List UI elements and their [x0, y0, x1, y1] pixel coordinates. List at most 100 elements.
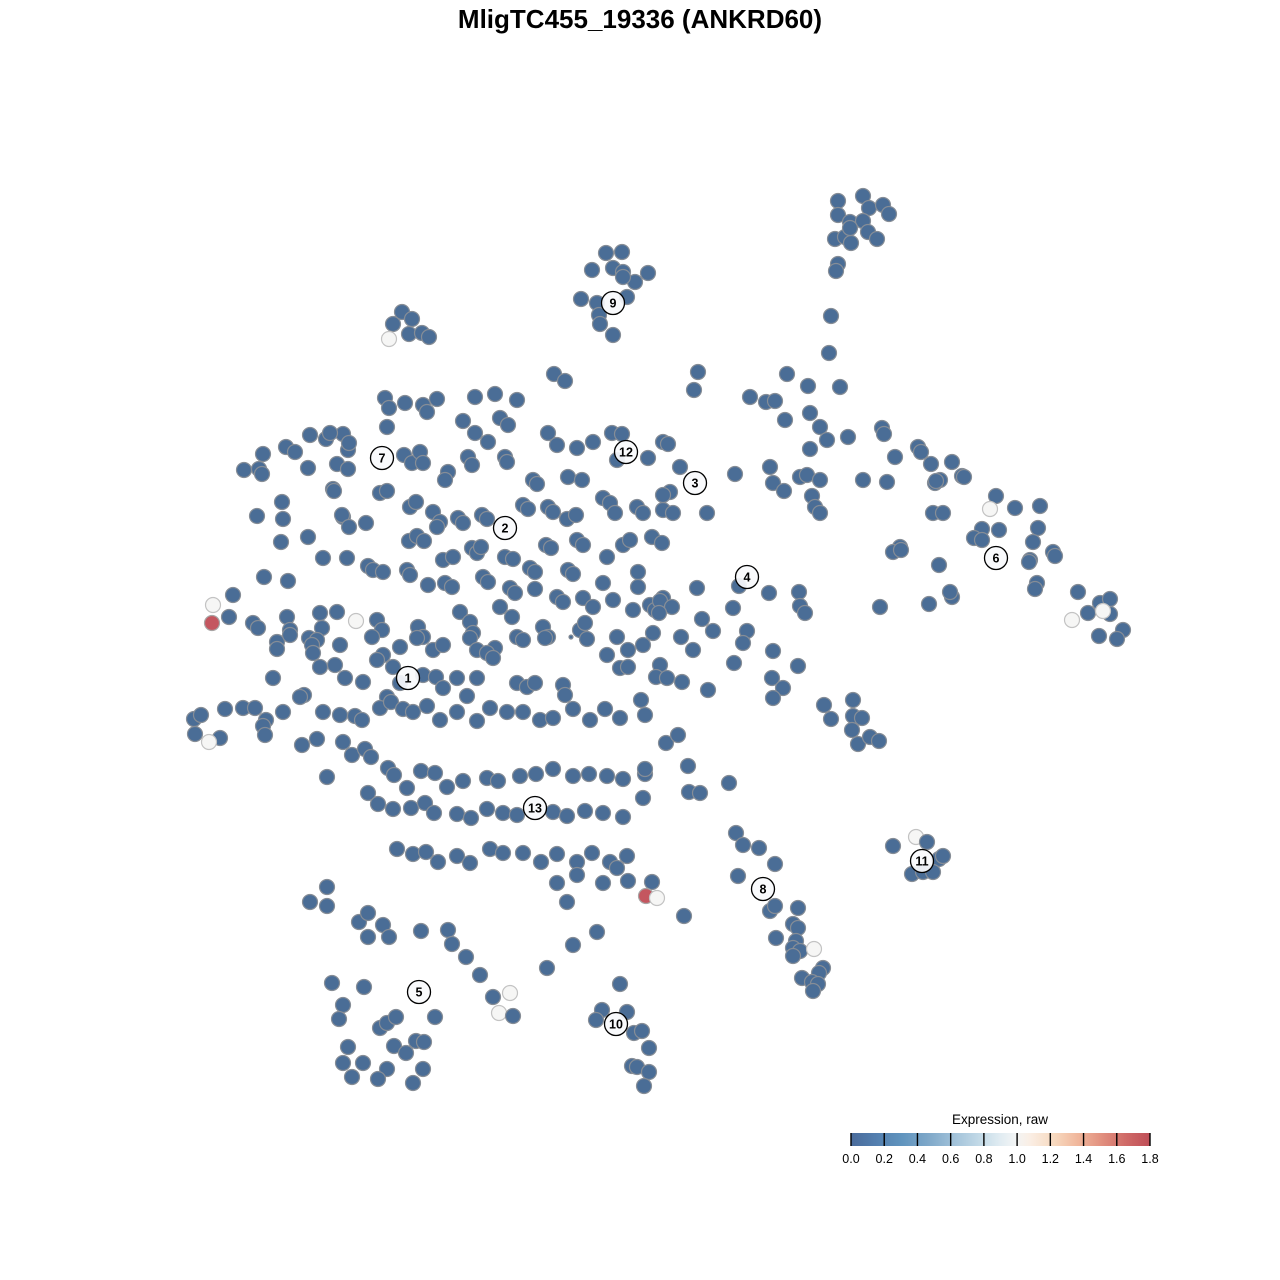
data-point — [339, 1038, 357, 1056]
data-point — [734, 836, 752, 854]
data-point — [673, 673, 691, 691]
data-point — [811, 418, 829, 436]
data-point — [542, 539, 560, 557]
data-point — [186, 725, 204, 743]
data-point — [1031, 497, 1049, 515]
plot-title: MligTC455_19336 (ANKRD60) — [457, 4, 823, 34]
legend-tick-label: 1.8 — [1141, 1152, 1158, 1166]
data-point — [336, 669, 354, 687]
data-point — [658, 669, 676, 687]
data-point — [385, 766, 403, 784]
data-point — [224, 586, 242, 604]
data-point — [301, 893, 319, 911]
legend-tick-labels: 0.0 0.2 0.4 0.6 0.8 1.0 1.2 1.4 1.6 1.8 — [842, 1152, 1158, 1166]
data-point — [508, 391, 526, 409]
data-point — [331, 636, 349, 654]
data-point — [264, 669, 282, 687]
data-point — [415, 1033, 433, 1051]
data-point — [567, 506, 585, 524]
data-point — [878, 473, 896, 491]
data-point — [613, 243, 631, 261]
data-point — [311, 658, 329, 676]
data-point — [498, 703, 516, 721]
data-point — [1079, 604, 1097, 622]
data-point — [359, 904, 377, 922]
data-point — [1094, 602, 1112, 620]
data-point — [318, 897, 336, 915]
data-point — [691, 784, 709, 802]
data-point — [614, 770, 632, 788]
svg-text:6: 6 — [993, 552, 1000, 566]
data-point — [253, 465, 271, 483]
data-point — [387, 1008, 405, 1026]
data-point — [526, 563, 544, 581]
data-point — [842, 234, 860, 252]
data-point — [404, 703, 422, 721]
data-point — [519, 500, 537, 518]
data-point — [429, 853, 447, 871]
data-point — [536, 629, 554, 647]
cluster-label-5: 5 — [406, 979, 432, 1005]
cluster-label-6: 6 — [983, 545, 1009, 571]
data-point — [822, 307, 840, 325]
data-point — [203, 614, 221, 632]
data-point — [811, 504, 829, 522]
data-point — [1024, 533, 1042, 551]
data-point — [774, 679, 792, 697]
data-point — [448, 805, 466, 823]
data-point — [538, 959, 556, 977]
data-point — [353, 711, 371, 729]
data-point — [619, 658, 637, 676]
data-point — [643, 873, 661, 891]
data-point — [843, 721, 861, 739]
data-point — [443, 578, 461, 596]
data-point — [750, 839, 768, 857]
data-point — [598, 646, 616, 664]
data-point — [636, 760, 654, 778]
data-point — [321, 424, 339, 442]
data-point — [418, 697, 436, 715]
data-point — [334, 733, 352, 751]
data-point — [343, 1068, 361, 1086]
data-point — [556, 686, 574, 704]
data-point — [644, 624, 662, 642]
data-point — [619, 641, 637, 659]
data-point — [636, 706, 654, 724]
data-point — [508, 806, 526, 824]
data-point — [204, 596, 222, 614]
data-point — [653, 534, 671, 552]
data-point — [574, 589, 592, 607]
data-point — [458, 687, 476, 705]
data-point — [790, 583, 808, 601]
data-point — [548, 874, 566, 892]
data-point — [663, 598, 681, 616]
data-point — [481, 699, 499, 717]
data-point — [648, 889, 666, 907]
data-point — [604, 591, 622, 609]
data-point — [466, 424, 484, 442]
data-point — [684, 641, 702, 659]
data-point — [544, 803, 562, 821]
data-point — [330, 1010, 348, 1028]
data-point — [384, 800, 402, 818]
data-point — [544, 503, 562, 521]
data-point — [672, 628, 690, 646]
data-point — [871, 598, 889, 616]
data-point — [454, 772, 472, 790]
data-point — [428, 518, 446, 536]
data-point — [918, 833, 936, 851]
data-point — [200, 733, 218, 751]
data-point — [766, 897, 784, 915]
data-point — [397, 1044, 415, 1062]
data-point — [587, 1011, 605, 1029]
data-point — [1090, 627, 1108, 645]
data-point — [532, 853, 550, 871]
data-point — [419, 576, 437, 594]
data-point — [675, 907, 693, 925]
data-point — [314, 703, 332, 721]
data-point — [323, 974, 341, 992]
data-point — [418, 403, 436, 421]
data-point — [415, 532, 433, 550]
data-point — [417, 843, 435, 861]
